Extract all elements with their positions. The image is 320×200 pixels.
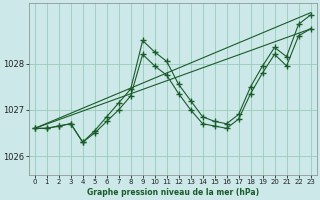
X-axis label: Graphe pression niveau de la mer (hPa): Graphe pression niveau de la mer (hPa) [87, 188, 259, 197]
